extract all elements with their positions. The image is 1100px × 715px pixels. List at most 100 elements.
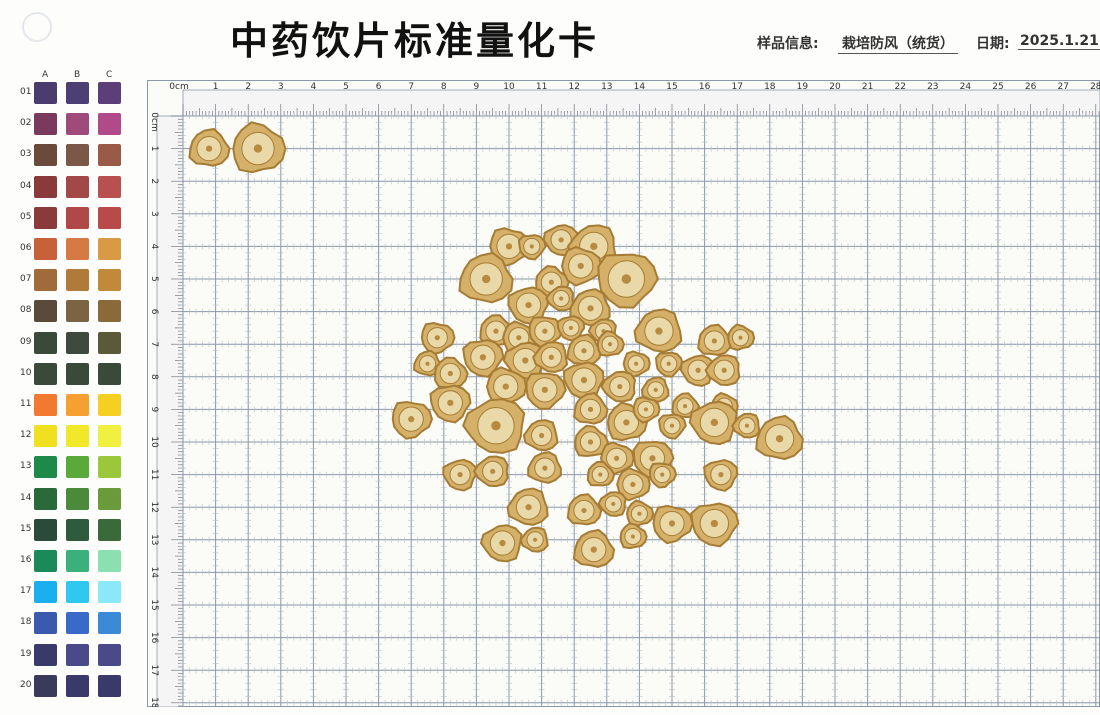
color-swatch (66, 362, 89, 385)
y-ruler-label: 6 (149, 309, 159, 315)
color-swatch (34, 643, 57, 666)
herb-slice (560, 245, 603, 287)
color-swatch (66, 394, 89, 416)
swatch-row-number: 01 (20, 87, 32, 97)
x-ruler-label: 22 (894, 82, 905, 92)
herb-slice (597, 253, 659, 309)
swatch-row-number: 20 (20, 679, 32, 690)
swatch-row-number: 04 (20, 180, 32, 191)
x-ruler-label: 9 (474, 82, 480, 92)
herb-slice-center (253, 144, 263, 153)
swatch-column-c: C (106, 70, 113, 80)
y-ruler-label: 8 (149, 374, 159, 380)
card-logo-icon (22, 12, 52, 42)
color-swatch (34, 612, 57, 635)
color-swatch (66, 206, 89, 229)
measurement-grid-board: 0cm 1 2 3 4 5 6 7 8 9 10 11 12 13 14 15 16 17 18 19 20 21 22 23… (147, 80, 1100, 707)
color-swatch (34, 550, 57, 572)
color-swatch (34, 581, 57, 604)
swatch-column-a: A (42, 70, 49, 80)
swatch-row-number: 08 (20, 305, 32, 316)
color-swatch (66, 581, 89, 604)
date-value: 2025.1.21 (1018, 33, 1100, 50)
y-ruler-label: 12 (149, 501, 159, 512)
x-ruler-label: 11 (536, 82, 547, 92)
swatch-row-number: 15 (20, 523, 32, 534)
herb-slice-center (529, 244, 534, 249)
swatch-row-number: 16 (20, 555, 32, 565)
y-ruler-label: 17 (149, 664, 159, 675)
herb-slice-center (516, 335, 522, 341)
x-ruler-label: 27 (1057, 82, 1068, 92)
swatch-row-number: 06 (20, 243, 32, 253)
herb-slice (566, 333, 602, 367)
x-ruler-label: 28 (1090, 82, 1100, 92)
herb-slice-center (493, 328, 499, 334)
herb-slice (654, 351, 684, 378)
page-title: 中药饮片标准量化卡 (230, 19, 600, 63)
x-ruler-label: 3 (278, 82, 284, 92)
measurement-grid: 0cm 1 2 3 4 5 6 7 8 9 10 11 12 13 14 15 16 17 18 19 20 21 22 23… (147, 80, 1100, 707)
x-ruler-label: 8 (441, 82, 447, 92)
color-swatch (34, 300, 57, 323)
x-ruler-label: 14 (634, 82, 646, 92)
y-ruler-label: 15 (149, 599, 159, 610)
color-swatch (34, 518, 57, 541)
color-swatch (98, 144, 121, 167)
x-ruler-label: 1 (213, 82, 219, 92)
herb-slice-center (542, 328, 548, 334)
color-swatch (66, 487, 89, 510)
herb-slice (502, 341, 546, 380)
y-ruler-label: 16 (149, 632, 159, 644)
herb-slice-center (587, 305, 594, 312)
color-swatch (98, 394, 121, 416)
herb-slice-center (505, 243, 513, 250)
color-swatch (98, 643, 121, 666)
herb-slice-center (425, 361, 430, 366)
color-swatch (98, 612, 121, 635)
x-ruler-label: 24 (960, 82, 972, 92)
color-swatch (98, 300, 121, 323)
x-ruler-label: 2 (245, 82, 251, 92)
herb-slice (697, 323, 733, 357)
color-swatch (98, 456, 121, 479)
swatch-row-number: 19 (20, 648, 32, 659)
color-swatch (34, 144, 57, 167)
herb-slice (517, 234, 547, 261)
color-swatch (98, 362, 121, 385)
herb-slice (413, 349, 442, 377)
top-ruler (182, 89, 1100, 117)
color-swatch (34, 487, 57, 510)
x-ruler-label: 23 (927, 82, 938, 92)
color-swatch (66, 82, 89, 104)
x-ruler-label: 18 (764, 82, 776, 92)
herb-slice-center (568, 325, 574, 330)
color-swatch (34, 113, 57, 136)
date-label: 日期: (976, 36, 1010, 52)
x-ruler-label: 17 (731, 82, 742, 92)
y-ruler-label: 9 (149, 407, 159, 413)
swatch-row-number: 18 (20, 617, 32, 628)
herb-slice-center (479, 354, 487, 361)
herb-slice (622, 350, 651, 379)
herb-slice (532, 341, 569, 374)
swatch-row-number: 05 (20, 211, 32, 222)
y-ruler-label: 13 (149, 534, 159, 545)
herb-slice-center (522, 357, 529, 364)
swatch-row-number: 07 (20, 274, 32, 285)
swatch-row-number: 10 (20, 367, 32, 378)
swatch-row-number: 13 (20, 461, 32, 472)
herb-slice-center (695, 367, 701, 373)
color-swatch (66, 269, 89, 292)
herb-slice (545, 285, 575, 312)
herb-slice-center (721, 367, 727, 373)
sample-info-label: 样品信息: (757, 36, 819, 52)
color-swatch (98, 425, 121, 448)
herb-slice-center (434, 335, 440, 341)
herb-slice-center (548, 279, 554, 285)
herb-slice (596, 330, 625, 357)
y-ruler-label: 18 (149, 697, 159, 707)
swatch-row-number: 09 (20, 336, 32, 347)
x-ruler-label: 0cm (169, 82, 188, 92)
herb-slice-center (607, 342, 613, 347)
